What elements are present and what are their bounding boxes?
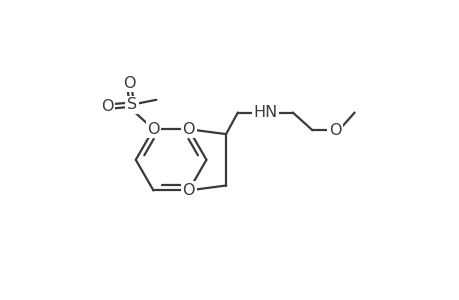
Text: S: S <box>127 97 137 112</box>
Text: HN: HN <box>252 105 277 120</box>
Text: O: O <box>147 122 159 137</box>
Text: O: O <box>328 123 341 138</box>
Text: O: O <box>182 122 195 137</box>
Text: O: O <box>182 183 195 198</box>
Text: O: O <box>123 76 135 91</box>
Text: O: O <box>101 99 113 114</box>
